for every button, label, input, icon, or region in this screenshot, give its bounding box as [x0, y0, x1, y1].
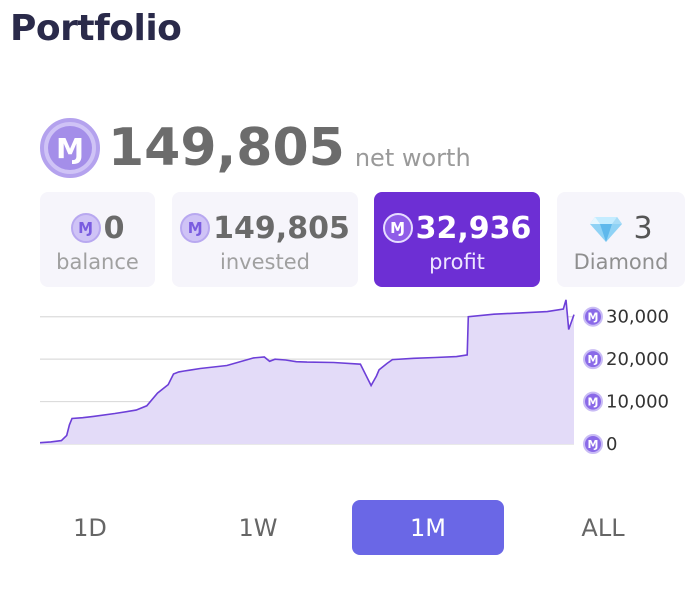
profit-label: profit [429, 250, 485, 274]
net-worth-label: net worth [354, 144, 471, 172]
y-tick-label: 10,000 [606, 392, 669, 413]
chart-area [40, 299, 574, 444]
balance-value: 0 [103, 210, 125, 246]
invested-card[interactable]: Ɱ 149,805 invested [172, 192, 358, 287]
monero-coin-icon: Ɱ [583, 306, 603, 327]
monero-coin-icon: Ɱ [70, 213, 101, 243]
svg-text:Ɱ: Ɱ [588, 396, 599, 409]
y-tick-label: 0 [606, 434, 617, 455]
chart-line [40, 299, 575, 444]
net-worth-summary: Ɱ 149,805 net worth [40, 112, 471, 178]
range-1w[interactable]: 1W [238, 513, 278, 542]
page-title: Portfolio [10, 8, 182, 49]
monero-coin-icon: Ɱ [382, 213, 413, 243]
monero-coin-icon: Ɱ [40, 118, 100, 178]
svg-text:Ɱ: Ɱ [588, 353, 599, 366]
svg-text:Ɱ: Ɱ [588, 311, 599, 324]
svg-text:Ɱ: Ɱ [588, 438, 599, 451]
invested-value: 149,805 [213, 210, 350, 246]
profit-card[interactable]: Ɱ 32,936 profit [374, 192, 540, 287]
range-all[interactable]: ALL [581, 513, 625, 542]
diamond-icon [590, 217, 623, 242]
monero-coin-icon: Ɱ [583, 349, 603, 370]
y-tick-label: 20,000 [606, 349, 669, 370]
profit-value: 32,936 [415, 210, 532, 246]
balance-card[interactable]: Ɱ 0 balance [40, 192, 155, 287]
monero-coin-icon: Ɱ [583, 391, 603, 412]
invested-label: invested [220, 250, 310, 274]
net-worth-value: 149,805 [108, 118, 345, 178]
range-1d[interactable]: 1D [73, 513, 107, 542]
range-1m[interactable]: 1M [352, 500, 504, 555]
diamond-card[interactable]: 3 Diamond [557, 192, 685, 287]
diamond-count: 3 [633, 210, 653, 246]
monero-coin-icon: Ɱ [180, 213, 211, 243]
diamond-label: Diamond [573, 250, 669, 274]
monero-coin-icon: Ɱ [583, 434, 603, 454]
y-tick-label: 30,000 [606, 307, 669, 328]
balance-label: balance [56, 250, 139, 274]
